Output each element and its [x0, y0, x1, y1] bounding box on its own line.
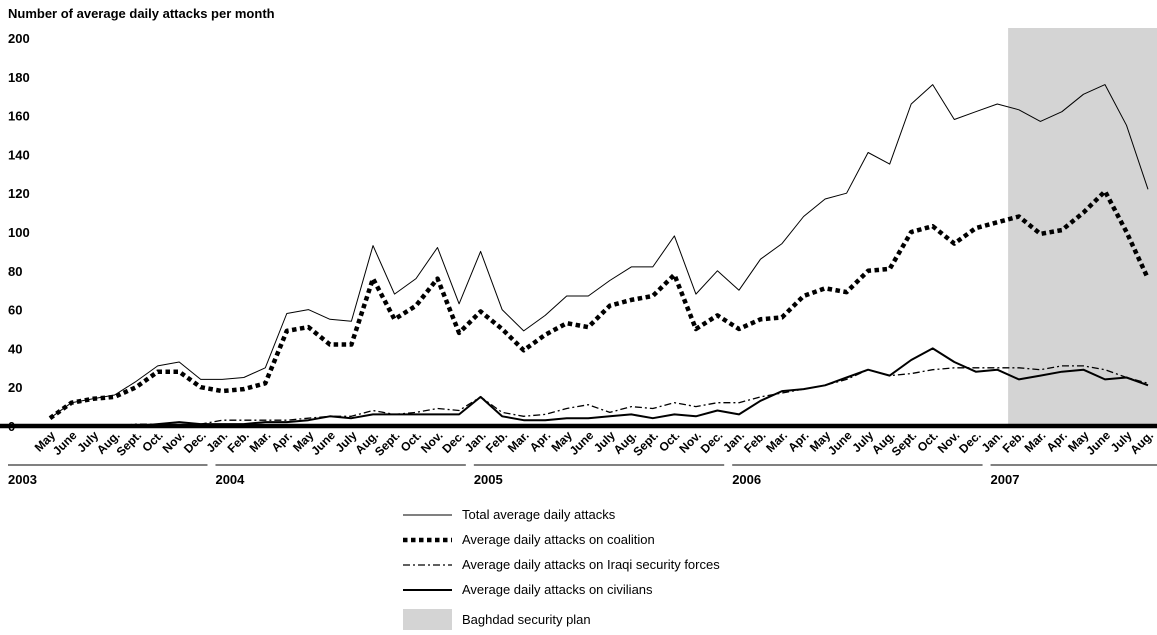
y-tick-label: 120	[8, 186, 30, 201]
series-line-3	[50, 347, 1149, 427]
baghdad-security-plan-shading	[1008, 28, 1157, 426]
year-label: 2003	[8, 472, 37, 487]
x-tick-label: Apr.	[785, 428, 811, 454]
legend-label: Average daily attacks on coalition	[462, 532, 655, 547]
x-tick-label: Mar.	[1022, 428, 1049, 455]
y-tick-label: 40	[8, 341, 22, 356]
legend-label: Average daily attacks on Iraqi security …	[462, 557, 720, 572]
y-tick-label: 200	[8, 31, 30, 46]
x-tick-label: Apr.	[269, 428, 295, 454]
legend: Total average daily attacks Average daily…	[403, 507, 720, 630]
x-tick-label: Apr.	[527, 428, 553, 454]
x-tick-label: Nov.	[676, 428, 704, 456]
x-tick-label: Mar.	[505, 428, 532, 455]
year-label: 2004	[215, 472, 245, 487]
shaded-region	[1008, 28, 1157, 426]
year-label: 2006	[732, 472, 761, 487]
x-tick-label: Apr.	[1044, 428, 1070, 454]
x-tick-label: Nov.	[160, 428, 188, 456]
x-tick-label: Jan.	[462, 428, 489, 455]
x-axis-month-labels: MayJuneJulyAug.Sept.Oct.Nov.Dec.Jan.Feb.…	[32, 428, 1156, 459]
x-tick-label: Jan.	[720, 428, 747, 455]
x-tick-label: Dec.	[181, 428, 209, 456]
x-tick-label: Dec.	[439, 428, 467, 456]
y-tick-label: 160	[8, 109, 30, 124]
y-tick-label: 60	[8, 303, 22, 318]
y-tick-label: 140	[8, 147, 30, 162]
legend-label: Baghdad security plan	[462, 612, 591, 627]
y-tick-label: 80	[8, 264, 22, 279]
y-tick-label: 180	[8, 70, 30, 85]
series-lines	[48, 84, 1151, 427]
legend-label: Total average daily attacks	[462, 507, 616, 522]
legend-swatch-shaded	[403, 609, 452, 630]
x-tick-label: Oct.	[914, 428, 940, 454]
x-tick-label: Jan.	[203, 428, 230, 455]
x-tick-label: Feb.	[741, 428, 768, 455]
y-axis-title: Number of average daily attacks per mont…	[8, 6, 275, 21]
x-tick-label: Nov.	[418, 428, 446, 456]
year-label: 2007	[991, 472, 1020, 487]
x-tick-label: Dec.	[956, 428, 984, 456]
x-tick-label: Jan.	[979, 428, 1006, 455]
year-label: 2005	[474, 472, 503, 487]
x-axis-year-labels: 2003 2004 2005 2006 2007	[8, 464, 1157, 487]
x-tick-label: Feb.	[483, 428, 510, 455]
series-line-2	[50, 365, 1149, 427]
legend-label: Average daily attacks on civilians	[462, 582, 653, 597]
x-tick-label: Oct.	[139, 428, 165, 454]
series-line-0	[49, 84, 1149, 419]
x-tick-label: Oct.	[656, 428, 682, 454]
y-axis-ticks: 020406080100120140160180200	[8, 31, 30, 434]
x-tick-label: Dec.	[698, 428, 726, 456]
x-tick-label: Feb.	[1000, 428, 1027, 455]
x-tick-label: Oct.	[398, 428, 424, 454]
y-tick-label: 100	[8, 225, 30, 240]
x-tick-label: Feb.	[225, 428, 252, 455]
x-tick-label: Mar.	[247, 428, 274, 455]
x-tick-label: Aug.	[1127, 428, 1156, 457]
x-tick-label: Nov.	[935, 428, 963, 456]
y-tick-label: 20	[8, 380, 22, 395]
x-tick-label: Mar.	[763, 428, 790, 455]
series-line-1	[48, 189, 1151, 421]
